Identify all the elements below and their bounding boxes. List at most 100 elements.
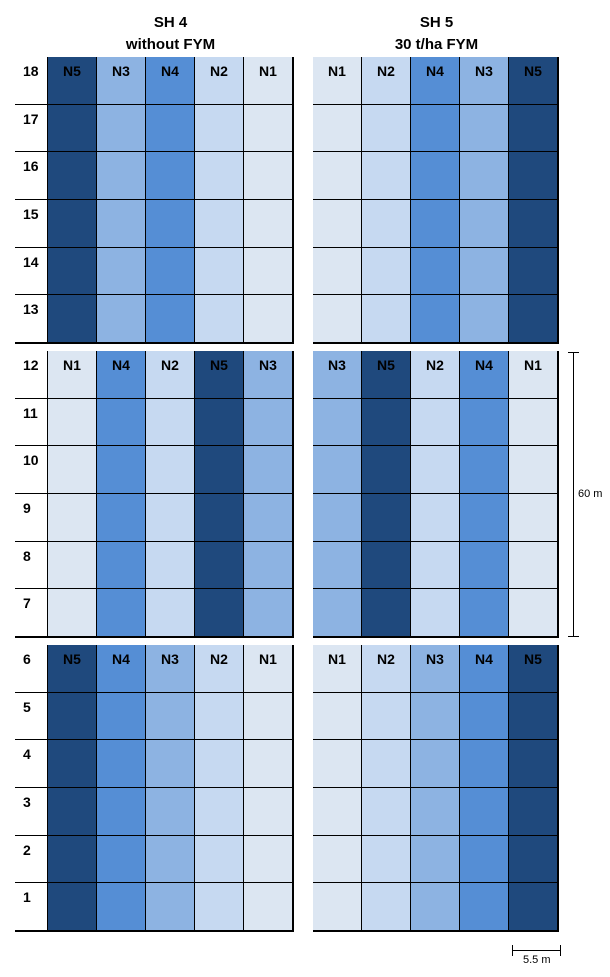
sh4-plot-n5 (195, 589, 244, 637)
sh4-plot-n5 (48, 200, 97, 248)
sh4-plot-n4: N4 (97, 351, 146, 399)
sh5-plot-n3 (411, 788, 460, 836)
sh5-plot-n5 (509, 104, 558, 153)
sh5-plot-n3 (460, 247, 509, 296)
sh4-plot-n3 (97, 295, 146, 343)
sh5-plot-n3 (313, 398, 362, 447)
sh4-plot-n1 (244, 295, 293, 343)
sh4-plot-n4 (146, 152, 195, 200)
sh5-plot-n4 (460, 788, 509, 836)
sh4-plot-n4: N4 (97, 645, 146, 693)
sh5-plot-n5: N5 (362, 351, 411, 399)
sh4-plot-n4 (97, 398, 146, 447)
row-label: 9 (15, 494, 48, 542)
sh5-plot-n1 (509, 589, 558, 637)
sh5-plot-n4 (460, 883, 509, 931)
sh4-plot-n2 (146, 494, 195, 542)
row-label: 18 (15, 57, 48, 105)
sh4-plot-n3: N3 (244, 351, 293, 399)
row-label: 2 (15, 835, 48, 884)
sh4-plot-n5 (48, 104, 97, 153)
sh5-plot-n5 (509, 692, 558, 741)
sh5-plot-n1: N1 (509, 351, 558, 399)
row-label: 1 (15, 883, 48, 931)
sh5-plot-n4 (411, 104, 460, 153)
sh4-plot-n5: N5 (48, 57, 97, 105)
sh5-plot-n4 (460, 398, 509, 447)
sh4-plot-n1: N1 (244, 57, 293, 105)
sh4-plot-n2: N2 (195, 57, 244, 105)
sh4-plot-n1 (48, 446, 97, 494)
sh4-plot-n1 (244, 692, 293, 741)
width-scale-label: 5.5 m (523, 954, 551, 966)
sh4-plot-n2 (146, 589, 195, 637)
sh4-plot-n3 (244, 494, 293, 542)
sh4-plot-n2 (146, 446, 195, 494)
sh4-plot-n2: N2 (195, 645, 244, 693)
sh4-plot-n1 (244, 788, 293, 836)
sh5-plot-n2 (362, 152, 411, 200)
sh5-plot-n3: N3 (313, 351, 362, 399)
row-label: 4 (15, 740, 48, 788)
width-scale-line (512, 950, 561, 951)
sh5-plot-n3 (313, 494, 362, 542)
sh5-plot-n1 (313, 788, 362, 836)
sh5-plot-n1 (313, 104, 362, 153)
sh5-plot-n5 (509, 740, 558, 788)
sh4-plot-n5 (48, 692, 97, 741)
height-dimension-line (573, 352, 574, 637)
sh4-plot-n1 (48, 398, 97, 447)
sh4-plot-n3: N3 (97, 57, 146, 105)
row-label: 5 (15, 692, 48, 741)
sh5-plot-n4 (411, 247, 460, 296)
sh4-plot-n2: N2 (146, 351, 195, 399)
row-label: 13 (15, 295, 48, 343)
sh4-plot-n2 (195, 247, 244, 296)
sh5-plot-n2 (362, 295, 411, 343)
sh4-plot-n5 (48, 247, 97, 296)
sh4-plot-n1 (244, 200, 293, 248)
sh5-plot-n1 (313, 295, 362, 343)
sh4-plot-n5 (48, 295, 97, 343)
row-label: 15 (15, 200, 48, 248)
sh5-plot-n4 (460, 740, 509, 788)
header-right-title: SH 5 (419, 14, 454, 31)
width-scale-right-tick (560, 945, 561, 956)
sh4-plot-n3 (146, 835, 195, 884)
sh5-plot-n5 (362, 589, 411, 637)
sh5-plot-n3 (411, 883, 460, 931)
sh5-plot-n4: N4 (460, 645, 509, 693)
sh4-plot-n3 (97, 200, 146, 248)
sh5-plot-n2: N2 (362, 645, 411, 693)
sh5-plot-n3: N3 (411, 645, 460, 693)
sh5-plot-n4 (460, 494, 509, 542)
header-left-subtitle: without FYM (125, 36, 216, 53)
sh5-plot-n1 (313, 692, 362, 741)
sh5-plot-n2 (411, 589, 460, 637)
row-label: 8 (15, 541, 48, 590)
sh4-plot-n3 (244, 589, 293, 637)
height-dimension-bottom-tick (568, 636, 579, 637)
sh4-plot-n2 (195, 152, 244, 200)
sh5-plot-n1: N1 (313, 57, 362, 105)
sh4-plot-n2 (146, 398, 195, 447)
sh5-plot-n1 (313, 152, 362, 200)
sh4-plot-n5 (48, 788, 97, 836)
sh5-plot-n1 (313, 835, 362, 884)
sh5-plot-n4 (460, 692, 509, 741)
sh4-plot-n1: N1 (48, 351, 97, 399)
sh5-plot-n1 (509, 494, 558, 542)
header-left-title: SH 4 (153, 14, 188, 31)
sh5-plot-n5: N5 (509, 57, 558, 105)
sh4-plot-n4: N4 (146, 57, 195, 105)
sh4-plot-n3 (146, 788, 195, 836)
sh4-plot-n5 (48, 740, 97, 788)
sh5-plot-n2 (411, 494, 460, 542)
sh4-plot-n4 (97, 788, 146, 836)
sh4-plot-n4 (97, 494, 146, 542)
sh5-plot-n5 (509, 200, 558, 248)
sh4-plot-n5 (195, 398, 244, 447)
sh5-plot-n1 (313, 740, 362, 788)
sh4-plot-n5 (195, 446, 244, 494)
sh5-plot-n4: N4 (411, 57, 460, 105)
